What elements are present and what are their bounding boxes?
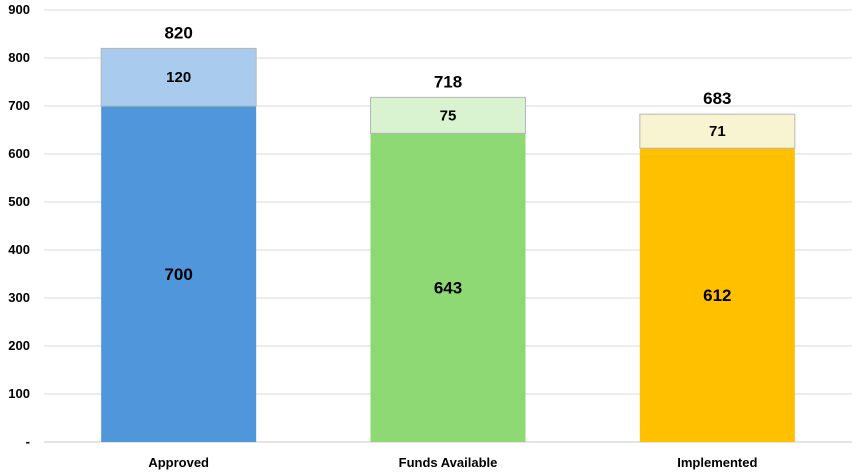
bar-segment-base (370, 133, 526, 443)
segment-value-label: 700 (164, 265, 192, 284)
y-tick-label: - (26, 434, 30, 449)
bar-segment-base (639, 148, 795, 443)
bar-segment-top (639, 113, 796, 149)
segment-value-label: 120 (166, 69, 191, 86)
y-tick-label: 200 (8, 338, 30, 353)
segment-value-label: 71 (709, 123, 726, 140)
y-tick-label: 800 (8, 50, 30, 65)
segment-value-label: 75 (440, 107, 457, 124)
total-value-label: 683 (703, 89, 731, 108)
y-tick-label: 600 (8, 146, 30, 161)
y-axis: - 100 200 300 400 500 600 700 800 900 (8, 2, 30, 449)
bar-segment-top (100, 47, 257, 107)
y-tick-label: 700 (8, 98, 30, 113)
y-tick-label: 400 (8, 242, 30, 257)
x-category-label: Funds Available (399, 455, 498, 470)
data-labels: 700 120 820 643 75 718 612 71 683 (164, 23, 731, 305)
bar-segment-base (101, 106, 257, 442)
segment-value-label: 643 (434, 279, 462, 298)
segment-value-label: 612 (703, 286, 731, 305)
y-tick-label: 500 (8, 194, 30, 209)
bars (100, 47, 796, 443)
x-category-label: Approved (148, 455, 209, 470)
x-axis: Approved Funds Available Implemented (148, 455, 757, 470)
total-value-label: 820 (164, 23, 192, 42)
y-tick-label: 900 (8, 2, 30, 17)
y-tick-label: 300 (8, 290, 30, 305)
total-value-label: 718 (434, 72, 462, 91)
bar-segment-top (370, 96, 526, 134)
y-tick-label: 100 (8, 386, 30, 401)
x-category-label: Implemented (677, 455, 757, 470)
